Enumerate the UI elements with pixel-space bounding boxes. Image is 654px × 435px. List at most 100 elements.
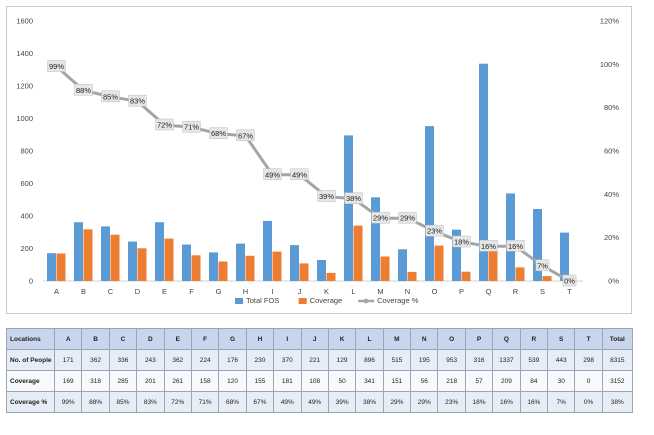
data-label: 72% [157,121,172,130]
table-header-cell: P [464,328,494,350]
data-label-box [209,127,228,139]
x-tick-label: C [108,287,114,296]
bar-coverage [326,272,336,281]
data-label: 29% [400,214,415,223]
x-tick-label: A [54,287,59,296]
table-cell: 99% [53,391,83,413]
data-label-box [562,274,577,287]
table-cell: 896 [355,349,384,371]
x-tick-label: P [459,287,464,296]
bar-total-fos [425,126,434,281]
table-cell: 29% [382,391,412,413]
table-cell: 16% [519,391,549,413]
data-label: 0% [564,277,575,286]
legend-label: Coverage [310,296,343,305]
legend-label: Total FOS [246,296,279,305]
data-label-box [47,60,66,72]
data-label: 49% [292,170,307,179]
table-cell: 221 [300,349,329,371]
legend-swatch [298,298,307,304]
bar-total-fos [236,243,245,281]
table-cell: 443 [547,349,576,371]
table-header-cell: O [437,328,466,350]
table-cell: 336 [108,349,138,371]
bar-coverage [110,234,120,281]
table-cell: 316 [464,349,494,371]
x-tick-label: M [377,287,383,296]
table-cell: 30 [547,370,576,392]
table-cell: 49% [273,391,302,413]
table-header-cell: A [53,328,83,350]
table-header-cell: T [574,328,603,350]
table-cell: 201 [136,370,165,392]
table-cell: 341 [355,370,384,392]
table-cell: 224 [190,349,220,371]
data-label-box [535,259,550,272]
table-cell: 181 [273,370,302,392]
y2-tick-label: 20% [604,233,619,242]
x-tick-label: F [189,287,194,296]
bar-coverage [407,271,417,281]
table-cell: 209 [492,370,521,392]
data-label-box [317,190,336,202]
table-cell: 39% [327,391,357,413]
data-label-box [290,168,309,181]
data-label: 68% [211,129,226,138]
y-tick-label: 200 [20,244,33,253]
table-cell: 108 [300,370,329,392]
bar-coverage [488,247,498,281]
data-label: 38% [346,194,361,203]
bar-coverage [461,271,471,281]
data-label: 16% [481,242,496,251]
bar-total-fos [398,249,407,281]
table-cell: 18% [464,391,494,413]
table-cell: 370 [273,349,302,371]
table-cell: 50 [327,370,357,392]
data-label-box [263,168,282,181]
x-tick-label: N [405,287,410,296]
table-cell: 120 [218,370,247,392]
bar-total-fos [128,241,137,281]
combo-chart: 0 200 400 600 800 1000 1200 1400 1600 0% 20% 40% 60%… [16,17,619,306]
table-row: Coverage % 99% 88% 85% 83% 72% 71% 68% 67% 49% 49%… [6,391,633,413]
table-cell: 49% [300,391,329,413]
table-cell: 218 [437,370,466,392]
bar-total-fos [290,245,299,281]
table-cell: 176 [218,349,247,371]
table-cell: 285 [108,370,138,392]
bar-coverage [353,225,363,281]
bar-coverage [56,253,66,281]
data-label-box [128,94,147,107]
table-cell: 57 [464,370,494,392]
table-cell: 515 [382,349,412,371]
table-header-cell: L [355,328,384,350]
x-tick-label: K [324,287,329,296]
bar-coverage [164,238,174,281]
y-tick-label: 1200 [16,82,33,91]
table-cell: 243 [136,349,165,371]
data-label-box [479,240,498,252]
table-header-cell: J [300,328,329,350]
x-tick-label: L [351,287,355,296]
table-header-cell: I [273,328,302,350]
table-cell: 68% [218,391,247,413]
table-cell: 88% [81,391,110,413]
table-cell: 171 [53,349,83,371]
x-tick-label: Q [486,287,492,296]
table-header-cell: D [136,328,165,350]
y2-tick-label: 60% [604,147,619,156]
data-label-box [344,192,363,204]
data-label: 29% [373,214,388,223]
data-label-box [74,84,93,96]
table-cell: 71% [190,391,220,413]
bar-coverage [245,255,255,281]
x-tick-label: H [243,287,248,296]
data-label: 23% [427,227,442,236]
x-tick-label: S [540,287,545,296]
data-label: 67% [238,131,253,140]
bar-coverage [434,245,444,281]
table-header-cell: K [327,328,357,350]
y-tick-label: 400 [20,212,33,221]
table-cell: 84 [519,370,549,392]
bar-total-fos [209,252,218,281]
